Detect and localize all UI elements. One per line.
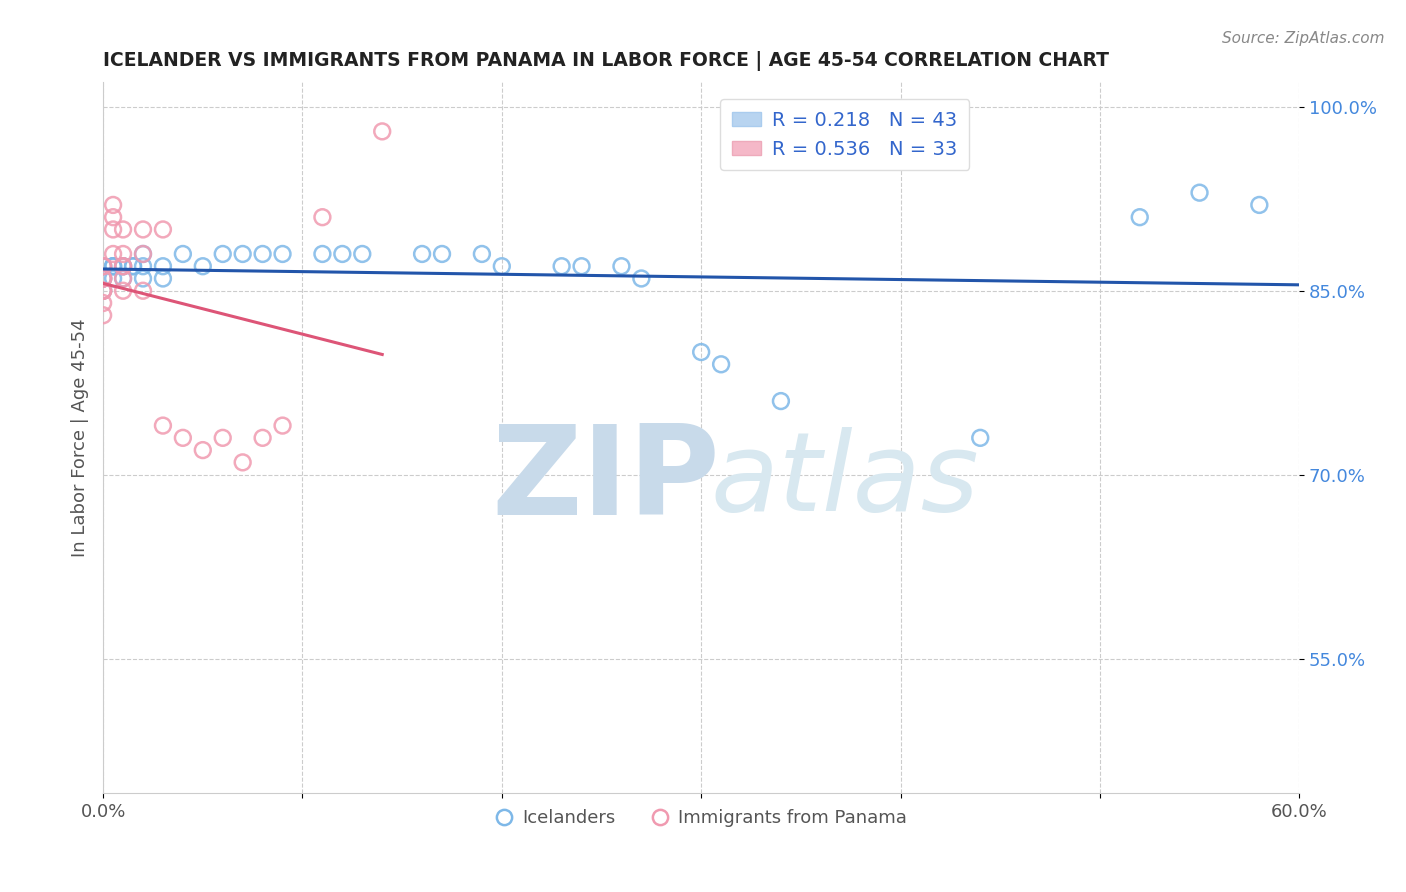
Point — [101, 259, 124, 273]
Point — [101, 222, 124, 236]
Point — [132, 259, 155, 273]
Point — [571, 259, 593, 273]
Point — [91, 284, 114, 298]
Point — [491, 259, 513, 273]
Point — [1249, 198, 1271, 212]
Point — [112, 259, 135, 273]
Point — [101, 210, 124, 224]
Point — [112, 271, 135, 285]
Point — [969, 431, 991, 445]
Point — [191, 443, 214, 458]
Point — [122, 259, 145, 273]
Point — [211, 431, 233, 445]
Point — [352, 247, 374, 261]
Point — [252, 247, 274, 261]
Point — [311, 210, 333, 224]
Point — [112, 259, 135, 273]
Text: ZIP: ZIP — [491, 420, 720, 541]
Point — [112, 247, 135, 261]
Point — [1188, 186, 1211, 200]
Point — [232, 247, 254, 261]
Point — [471, 247, 494, 261]
Point — [91, 284, 114, 298]
Point — [91, 308, 114, 322]
Point — [101, 259, 124, 273]
Point — [112, 271, 135, 285]
Point — [550, 259, 572, 273]
Point — [172, 247, 194, 261]
Point — [152, 418, 174, 433]
Point — [101, 247, 124, 261]
Point — [271, 247, 294, 261]
Point — [101, 198, 124, 212]
Point — [411, 247, 433, 261]
Point — [91, 284, 114, 298]
Point — [91, 271, 114, 285]
Text: Source: ZipAtlas.com: Source: ZipAtlas.com — [1222, 31, 1385, 46]
Point — [430, 247, 453, 261]
Point — [91, 284, 114, 298]
Point — [271, 418, 294, 433]
Point — [122, 259, 145, 273]
Point — [91, 271, 114, 285]
Point — [172, 431, 194, 445]
Point — [330, 247, 353, 261]
Point — [91, 296, 114, 310]
Point — [91, 259, 114, 273]
Point — [91, 271, 114, 285]
Point — [112, 222, 135, 236]
Point — [91, 259, 114, 273]
Point — [91, 271, 114, 285]
Point — [132, 247, 155, 261]
Point — [710, 357, 733, 371]
Point — [91, 259, 114, 273]
Point — [101, 271, 124, 285]
Point — [311, 247, 333, 261]
Y-axis label: In Labor Force | Age 45-54: In Labor Force | Age 45-54 — [72, 318, 89, 558]
Point — [132, 271, 155, 285]
Point — [112, 284, 135, 298]
Point — [101, 259, 124, 273]
Point — [690, 345, 713, 359]
Text: ICELANDER VS IMMIGRANTS FROM PANAMA IN LABOR FORCE | AGE 45-54 CORRELATION CHART: ICELANDER VS IMMIGRANTS FROM PANAMA IN L… — [103, 51, 1109, 70]
Point — [1129, 210, 1152, 224]
Point — [371, 124, 394, 138]
Point — [132, 222, 155, 236]
Point — [91, 259, 114, 273]
Point — [610, 259, 633, 273]
Point — [152, 271, 174, 285]
Point — [152, 222, 174, 236]
Text: atlas: atlas — [710, 427, 979, 534]
Point — [252, 431, 274, 445]
Point — [132, 247, 155, 261]
Point — [112, 259, 135, 273]
Point — [211, 247, 233, 261]
Point — [152, 259, 174, 273]
Point — [630, 271, 652, 285]
Point — [769, 394, 792, 409]
Point — [112, 259, 135, 273]
Point — [132, 284, 155, 298]
Point — [91, 271, 114, 285]
Point — [191, 259, 214, 273]
Legend: Icelanders, Immigrants from Panama: Icelanders, Immigrants from Panama — [488, 802, 914, 834]
Point — [232, 455, 254, 469]
